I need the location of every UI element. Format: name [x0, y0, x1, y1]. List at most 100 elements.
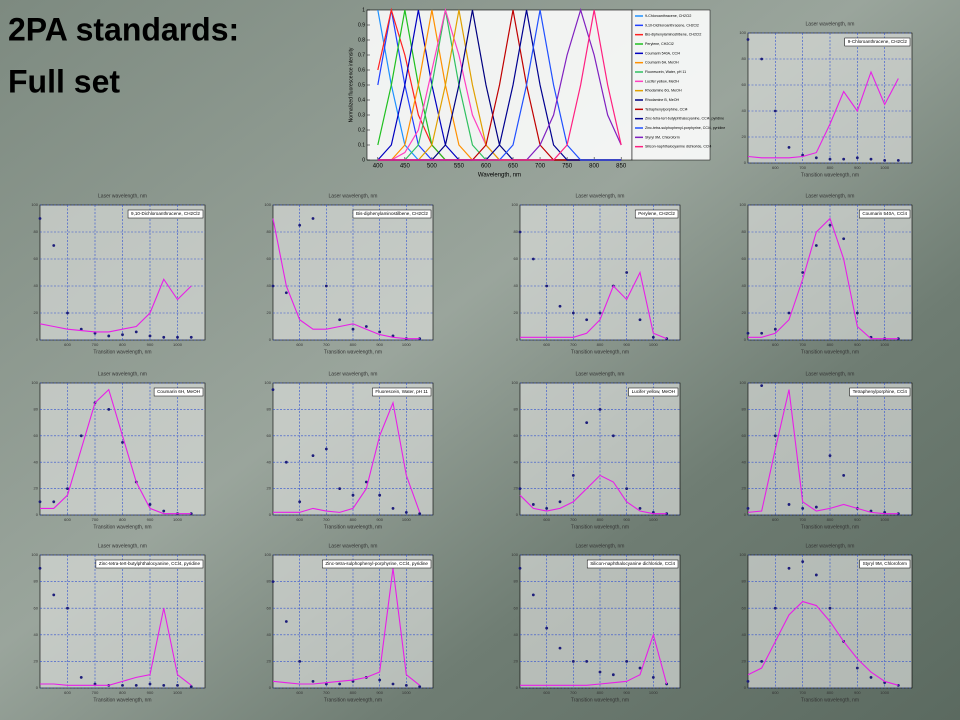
x2-axis-label: Laser wavelength, nm [806, 543, 855, 549]
x-tick-label: 800 [827, 517, 834, 522]
series-line [519, 474, 667, 515]
data-point [746, 507, 750, 510]
legend-label: Coumarin 6H, MeOH [157, 389, 200, 394]
legend-label: Lucifer yellow, MeOH [632, 389, 675, 394]
y-axis-label: Normalized fluorescence intensity [348, 47, 354, 122]
legend-box [859, 209, 911, 219]
x-tick-label: 1000 [649, 517, 659, 522]
y-tick-label: 60 [34, 256, 39, 261]
y-tick-label: 20 [514, 658, 519, 663]
y-tick-label: 20 [267, 486, 272, 491]
y-tick-label: 100 [31, 552, 38, 557]
x-tick-label: 550 [454, 164, 465, 170]
y-tick-label: 80 [514, 229, 519, 234]
y-tick-label: 20 [34, 658, 39, 663]
data-point [134, 330, 138, 334]
data-point [746, 331, 750, 335]
data-point [571, 660, 575, 663]
x-tick-label: 600 [64, 342, 71, 347]
data-point [79, 327, 83, 331]
legend-label: Coumarin 6H, MeOH [645, 61, 679, 65]
data-point [611, 673, 615, 677]
x2-axis-label: Laser wavelength, nm [98, 193, 147, 199]
legend-label: 9,10-Dichloroanthracene, CH2Cl2 [645, 23, 699, 27]
legend-label: Zinc-tetra-tert-butylphthalocyanine, CCl… [99, 561, 201, 566]
x-tick-label: 900 [147, 517, 154, 522]
x-tick-label: 850 [616, 164, 627, 170]
data-point [189, 335, 193, 339]
data-point [284, 460, 288, 464]
y-tick-label: 100 [739, 202, 746, 207]
x-axis-label: Transition wavelength, nm [801, 697, 859, 703]
y-tick-label: 0.9 [358, 22, 365, 28]
legend-box [322, 559, 432, 569]
data-point [351, 493, 355, 497]
x2-axis-label: Laser wavelength, nm [329, 371, 378, 377]
legend-label: Lucifer yellow, MeOH [645, 79, 679, 83]
x-tick-label: 1000 [402, 517, 412, 522]
y-tick-label: 80 [34, 229, 39, 234]
x-tick-label: 800 [597, 517, 604, 522]
data-point [801, 507, 805, 510]
y-tick-label: 40 [34, 459, 39, 464]
x-tick-label: 900 [147, 690, 154, 695]
data-point [883, 159, 887, 162]
data-point [391, 507, 395, 510]
x-tick-label: 900 [623, 342, 630, 347]
data-point [338, 682, 342, 686]
data-point [162, 335, 166, 339]
series-line [520, 632, 668, 686]
y-tick-label: 80 [742, 229, 747, 234]
y-tick-label: 40 [514, 283, 519, 288]
data-point [121, 683, 124, 687]
x-tick-label: 700 [323, 690, 330, 695]
data-point [518, 230, 522, 234]
x-tick-label: 800 [350, 517, 357, 522]
y-tick-label: 20 [742, 134, 747, 139]
data-point [558, 304, 562, 308]
data-point [625, 271, 629, 274]
data-point [760, 331, 764, 335]
y-tick-label: 60 [742, 256, 747, 261]
data-point [773, 327, 777, 331]
y-tick-label: 80 [267, 579, 272, 584]
data-point [828, 454, 832, 457]
data-point [638, 318, 642, 322]
data-point [842, 474, 846, 477]
y-tick-label: 0 [744, 512, 747, 517]
x-tick-label: 1000 [649, 342, 659, 347]
data-point [869, 675, 873, 679]
data-point [162, 683, 166, 687]
legend-label: Fluorescein, Water, pH 11 [645, 70, 686, 74]
data-point [773, 606, 777, 610]
data-point [773, 109, 777, 113]
data-point [814, 156, 818, 160]
data-point [814, 505, 818, 509]
data-point [855, 311, 859, 315]
data-point [391, 682, 395, 686]
y-tick-label: 20 [34, 486, 39, 491]
legend-box [844, 37, 911, 47]
y-tick-label: 0.6 [358, 67, 365, 73]
data-point [66, 606, 69, 610]
data-point [38, 500, 42, 504]
data-point [148, 334, 152, 338]
data-point [598, 670, 602, 674]
data-point [271, 284, 275, 288]
series-line [272, 568, 421, 686]
y-tick-label: 100 [31, 380, 38, 385]
legend-box [127, 209, 204, 219]
data-point [760, 57, 764, 61]
y-tick-label: 0 [269, 512, 272, 517]
x2-axis-label: Laser wavelength, nm [576, 371, 625, 377]
legend-box [634, 209, 679, 219]
x-tick-label: 1000 [173, 517, 183, 522]
x-tick-label: 700 [570, 342, 577, 347]
y-tick-label: 100 [511, 380, 518, 385]
data-point [558, 500, 562, 504]
x-tick-label: 700 [92, 342, 99, 347]
y-tick-label: 100 [739, 552, 746, 557]
data-point [545, 507, 549, 510]
series-line [748, 217, 899, 340]
y-tick-label: 40 [742, 632, 747, 637]
